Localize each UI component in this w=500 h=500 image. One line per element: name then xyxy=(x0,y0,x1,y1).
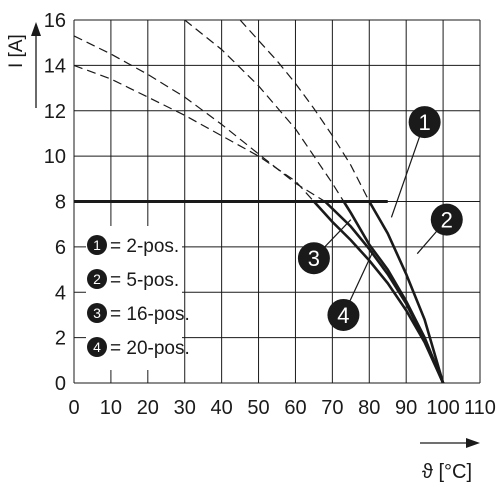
marker-number: 4 xyxy=(337,303,349,328)
marker-number: 4 xyxy=(93,339,101,355)
marker-badge xyxy=(87,303,107,323)
x-tick-label: 0 xyxy=(68,397,79,419)
axis-arrows xyxy=(31,22,480,448)
y-tick-label: 0 xyxy=(55,373,66,395)
x-tick-label: 40 xyxy=(211,397,233,419)
marker-number: 3 xyxy=(93,305,101,321)
x-tick-label: 110 xyxy=(464,397,496,419)
y-tick-label: 6 xyxy=(55,237,66,259)
x-axis-label: ϑ [°C] xyxy=(422,461,472,483)
axis-labels: I [A] ϑ [°C] xyxy=(6,34,472,483)
x-tick-label: 80 xyxy=(358,397,380,419)
legend-entry-label: = 2-pos. xyxy=(110,236,179,257)
marker-badge xyxy=(87,235,107,255)
legend-entry-label: = 5-pos. xyxy=(110,270,179,291)
curve-3-dashed xyxy=(73,35,326,203)
legend-entry-label: = 16-pos. xyxy=(110,304,190,325)
y-axis-label: I [A] xyxy=(6,34,27,68)
x-tick-label: 90 xyxy=(395,397,417,419)
marker-badge xyxy=(430,203,463,236)
y-tick-label: 16 xyxy=(44,10,66,32)
curve-4-dashed xyxy=(73,64,315,202)
marker-number: 2 xyxy=(93,271,101,287)
y-tick-label: 10 xyxy=(44,146,66,168)
x-tick-label: 10 xyxy=(100,397,122,419)
legend: 1 = 2-pos. 2 = 5-pos. 3 = 16-pos. 4 = 20-pos. xyxy=(86,226,190,370)
curve-annotations: 1 2 3 4 xyxy=(297,106,463,331)
y-axis-arrow-head xyxy=(31,22,41,36)
x-tick-label: 60 xyxy=(284,397,306,419)
y-tick-label: 8 xyxy=(55,192,66,214)
marker-badge xyxy=(408,106,441,139)
y-tick-label: 4 xyxy=(55,282,66,304)
x-axis-arrow-head xyxy=(466,438,480,448)
y-tick-label: 14 xyxy=(44,55,66,77)
annotation-leader xyxy=(390,121,426,218)
marker-badge xyxy=(297,242,330,275)
y-tick-label: 2 xyxy=(55,328,66,350)
marker-number: 2 xyxy=(441,208,453,233)
marker-number: 3 xyxy=(308,246,320,271)
marker-badge xyxy=(327,298,360,331)
curve-1-solid xyxy=(368,200,445,384)
marker-badge xyxy=(87,269,107,289)
x-tick-label: 70 xyxy=(321,397,343,419)
marker-number: 1 xyxy=(93,237,101,253)
x-tick-label: 30 xyxy=(174,397,196,419)
curves xyxy=(73,19,445,384)
marker-badge xyxy=(87,337,107,357)
y-tick-label: 12 xyxy=(44,101,66,123)
curve-2-dashed xyxy=(184,19,345,202)
x-tick-label: 20 xyxy=(137,397,159,419)
legend-entry-label: = 20-pos. xyxy=(110,338,190,359)
x-tick-label: 100 xyxy=(426,397,459,419)
marker-number: 1 xyxy=(419,110,431,135)
x-tick-label: 50 xyxy=(247,397,269,419)
curve-4-solid xyxy=(312,200,445,384)
curve-1-dashed xyxy=(239,19,370,202)
